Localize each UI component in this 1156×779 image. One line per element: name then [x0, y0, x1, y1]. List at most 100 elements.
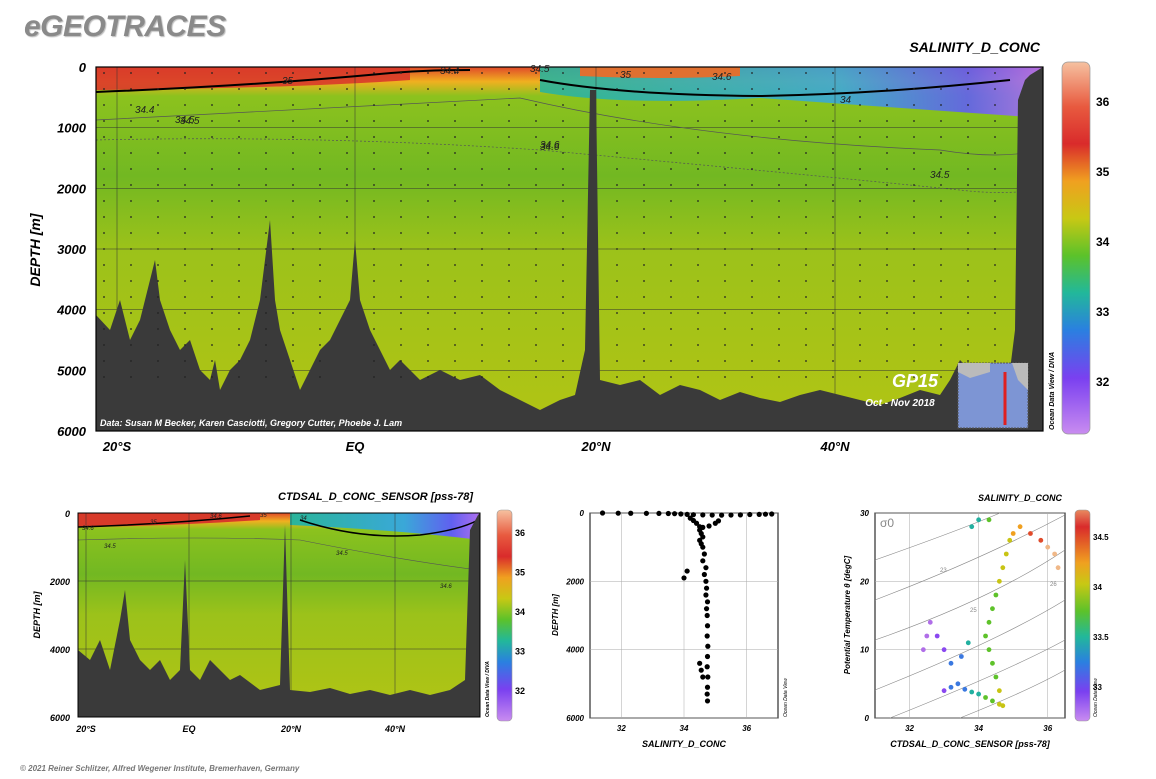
main-xtick-label: EQ [346, 439, 365, 454]
station-sample [643, 184, 645, 186]
station-sample [427, 88, 429, 90]
station-sample [832, 152, 834, 154]
station-sample [265, 296, 267, 298]
station-sample [103, 296, 105, 298]
station-sample [211, 136, 213, 138]
station-sample [373, 360, 375, 362]
station-sample [832, 104, 834, 106]
station-sample [454, 248, 456, 250]
station-sample [184, 312, 186, 314]
station-sample [103, 232, 105, 234]
station-sample [859, 376, 861, 378]
station-sample [373, 216, 375, 218]
station-sample [481, 104, 483, 106]
station-sample [616, 312, 618, 314]
ts-point [962, 686, 968, 692]
station-sample [184, 360, 186, 362]
station-sample [319, 136, 321, 138]
profile-xtick-label: 36 [742, 724, 751, 733]
station-sample [994, 280, 996, 282]
sensor-contour-label: 34.6 [210, 514, 222, 520]
station-sample [751, 136, 753, 138]
station-sample [778, 136, 780, 138]
station-sample [778, 312, 780, 314]
station-sample [535, 248, 537, 250]
station-sample [751, 328, 753, 330]
ts-point [948, 684, 954, 690]
sensor-colorbar-label: 36 [515, 528, 525, 538]
station-sample [697, 232, 699, 234]
main-colorbar-label: 34 [1096, 235, 1110, 249]
ts-frame [874, 512, 1066, 719]
profile-point [706, 523, 712, 529]
station-sample [130, 328, 132, 330]
station-sample [940, 312, 942, 314]
station-sample [562, 376, 564, 378]
station-sample [697, 136, 699, 138]
station-sample [211, 344, 213, 346]
sensor-section-chart [77, 512, 481, 718]
station-sample [724, 152, 726, 154]
main-ytick-label: 1000 [57, 121, 87, 136]
station-sample [751, 248, 753, 250]
profile-point [684, 568, 690, 574]
station-sample [562, 72, 564, 74]
station-sample [697, 216, 699, 218]
station-sample [832, 72, 834, 74]
station-sample [427, 168, 429, 170]
station-sample [859, 120, 861, 122]
sensor-contour-label: 35 [260, 513, 267, 519]
profile-ytick-label: 4000 [565, 646, 584, 655]
station-sample [751, 312, 753, 314]
station-sample [535, 104, 537, 106]
station-sample [670, 328, 672, 330]
station-sample [886, 120, 888, 122]
station-sample [346, 104, 348, 106]
station-sample [643, 280, 645, 282]
profile-point [705, 643, 711, 649]
station-sample [859, 200, 861, 202]
station-sample [454, 88, 456, 90]
station-sample [508, 312, 510, 314]
ts-point [983, 633, 988, 639]
station-sample [535, 264, 537, 266]
station-sample [670, 152, 672, 154]
station-sample [670, 280, 672, 282]
station-sample [616, 296, 618, 298]
profile-point [700, 558, 706, 564]
station-sample [994, 264, 996, 266]
profile-point [756, 511, 762, 517]
station-sample [859, 136, 861, 138]
station-sample [643, 168, 645, 170]
station-sample [670, 312, 672, 314]
station-sample [373, 280, 375, 282]
station-sample [913, 312, 915, 314]
ts-colorbar-label: 33.5 [1093, 633, 1109, 642]
station-sample [481, 72, 483, 74]
station-sample [967, 184, 969, 186]
station-sample [616, 168, 618, 170]
station-sample [967, 104, 969, 106]
station-sample [940, 152, 942, 154]
station-sample [616, 232, 618, 234]
station-sample [859, 328, 861, 330]
station-sample [454, 216, 456, 218]
station-sample [940, 264, 942, 266]
station-sample [832, 328, 834, 330]
station-sample [751, 280, 753, 282]
ts-side-label: Ocean Data View [1093, 678, 1099, 717]
main-contour-34 [539, 79, 1011, 98]
station-sample [697, 248, 699, 250]
labels-layer: SALINITY_D_CONC DEPTH [m] Data: Susan M … [27, 39, 1099, 749]
main-contour-label: 34.4 [135, 105, 155, 116]
station-sample [481, 296, 483, 298]
station-sample [859, 72, 861, 74]
station-sample [805, 248, 807, 250]
station-sample [454, 72, 456, 74]
ts-colorbar-label: 34.5 [1093, 533, 1109, 542]
station-sample [265, 264, 267, 266]
station-sample [751, 296, 753, 298]
station-sample [319, 344, 321, 346]
station-sample [778, 264, 780, 266]
station-sample [454, 168, 456, 170]
